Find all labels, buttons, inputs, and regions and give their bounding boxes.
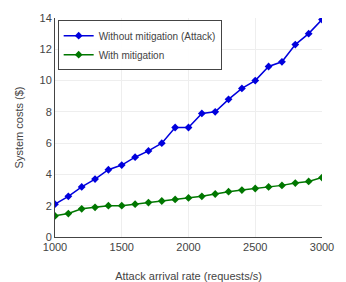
svg-text:3000: 3000 [310,241,334,253]
svg-text:2: 2 [46,200,52,212]
svg-text:2000: 2000 [176,241,200,253]
svg-text:8: 8 [46,106,52,118]
svg-text:6: 6 [46,137,52,149]
svg-text:Attack arrival rate (requests/: Attack arrival rate (requests/s) [115,270,262,282]
svg-text:1500: 1500 [110,241,134,253]
svg-text:0: 0 [46,231,52,243]
svg-text:1000: 1000 [43,241,67,253]
svg-text:Without mitigation (Attack): Without mitigation (Attack) [99,31,216,42]
svg-text:4: 4 [46,168,52,180]
svg-text:2500: 2500 [243,241,267,253]
svg-text:System costs ($): System costs ($) [13,87,25,169]
svg-text:10: 10 [40,74,52,86]
svg-text:With mitigation: With mitigation [99,50,165,61]
svg-text:14: 14 [40,12,52,24]
svg-text:12: 12 [40,43,52,55]
